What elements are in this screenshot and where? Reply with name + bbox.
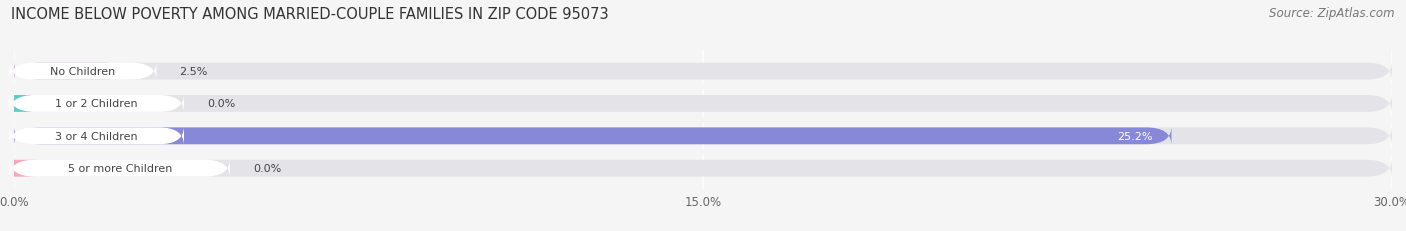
Text: 0.0%: 0.0%: [207, 99, 235, 109]
FancyBboxPatch shape: [0, 95, 39, 113]
FancyBboxPatch shape: [14, 62, 1392, 81]
FancyBboxPatch shape: [10, 95, 184, 113]
Text: No Children: No Children: [51, 67, 115, 77]
FancyBboxPatch shape: [10, 62, 156, 81]
Text: Source: ZipAtlas.com: Source: ZipAtlas.com: [1270, 7, 1395, 20]
FancyBboxPatch shape: [14, 95, 1392, 113]
FancyBboxPatch shape: [14, 62, 129, 81]
Text: 0.0%: 0.0%: [253, 164, 281, 173]
FancyBboxPatch shape: [0, 159, 39, 178]
FancyBboxPatch shape: [14, 127, 1392, 146]
Text: INCOME BELOW POVERTY AMONG MARRIED-COUPLE FAMILIES IN ZIP CODE 95073: INCOME BELOW POVERTY AMONG MARRIED-COUPL…: [11, 7, 609, 22]
Text: 3 or 4 Children: 3 or 4 Children: [55, 131, 138, 141]
FancyBboxPatch shape: [14, 127, 1171, 146]
Text: 2.5%: 2.5%: [180, 67, 208, 77]
Text: 25.2%: 25.2%: [1118, 131, 1153, 141]
FancyBboxPatch shape: [10, 127, 184, 146]
Text: 5 or more Children: 5 or more Children: [67, 164, 172, 173]
FancyBboxPatch shape: [14, 159, 1392, 178]
Text: 1 or 2 Children: 1 or 2 Children: [55, 99, 138, 109]
FancyBboxPatch shape: [10, 159, 231, 178]
